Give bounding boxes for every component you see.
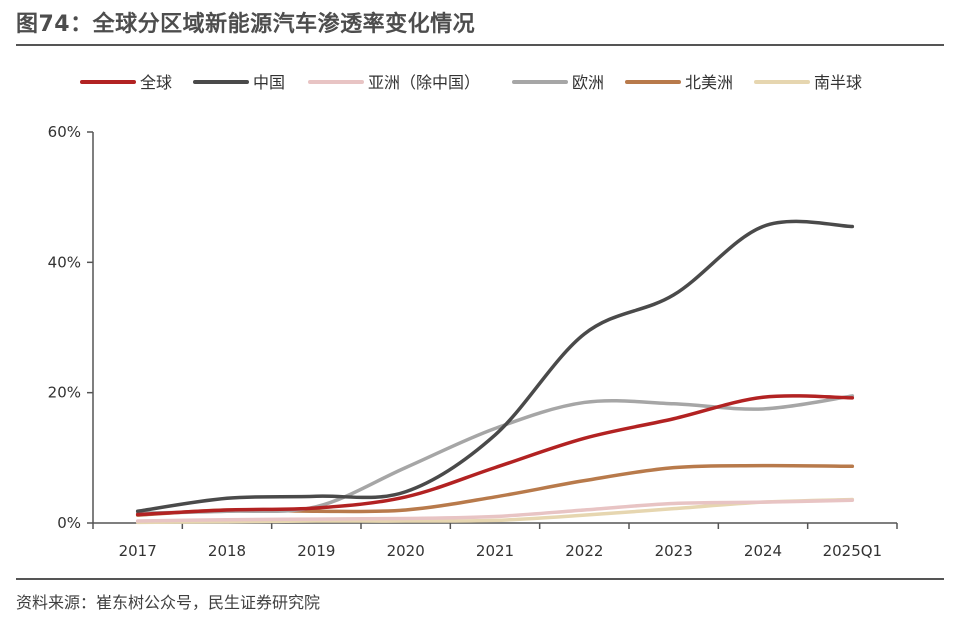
footer-divider bbox=[16, 578, 944, 580]
legend-label: 北美洲 bbox=[685, 73, 733, 92]
legend-label: 中国 bbox=[253, 73, 285, 92]
source-note: 资料来源：崔东树公众号，民生证券研究院 bbox=[16, 593, 321, 612]
x-tick-label: 2021 bbox=[476, 542, 514, 560]
x-tick-label: 2020 bbox=[387, 542, 425, 560]
x-tick-label: 2025Q1 bbox=[823, 542, 883, 560]
y-tick-label: 40% bbox=[48, 253, 81, 271]
series-line-2 bbox=[135, 498, 855, 523]
legend-label: 欧洲 bbox=[572, 73, 604, 92]
x-tick-label: 2024 bbox=[744, 542, 782, 560]
chart-title: 图74：全球分区域新能源汽车渗透率变化情况 bbox=[16, 12, 476, 37]
x-tick-label: 2022 bbox=[565, 542, 603, 560]
y-tick-label: 20% bbox=[48, 384, 81, 402]
series-line-0 bbox=[135, 394, 855, 517]
series-line-4 bbox=[135, 463, 855, 517]
title-divider bbox=[16, 44, 944, 46]
penetration-line-chart: 全球 中国 亚洲（除中国） 欧洲 北美洲 南半球 0% 20% 40% 60% 2017 2018… bbox=[48, 73, 898, 560]
x-tick-label: 2023 bbox=[655, 542, 693, 560]
x-tick-label: 2019 bbox=[297, 542, 335, 560]
series-lines bbox=[135, 219, 855, 525]
series-line-1 bbox=[135, 219, 855, 514]
x-tick-label: 2017 bbox=[119, 542, 157, 560]
y-axis: 0% 20% 40% 60% bbox=[48, 123, 94, 532]
chart-legend: 全球 中国 亚洲（除中国） 欧洲 北美洲 南半球 bbox=[80, 73, 862, 92]
legend-label: 南半球 bbox=[814, 73, 862, 92]
legend-label: 全球 bbox=[140, 73, 172, 92]
y-tick-label: 0% bbox=[57, 514, 81, 532]
x-tick-label: 2018 bbox=[208, 542, 246, 560]
y-tick-label: 60% bbox=[48, 123, 81, 141]
x-axis: 2017 2018 2019 2020 2021 2022 2023 2024 2025Q1 bbox=[92, 522, 898, 560]
legend-label: 亚洲（除中国） bbox=[368, 73, 480, 92]
